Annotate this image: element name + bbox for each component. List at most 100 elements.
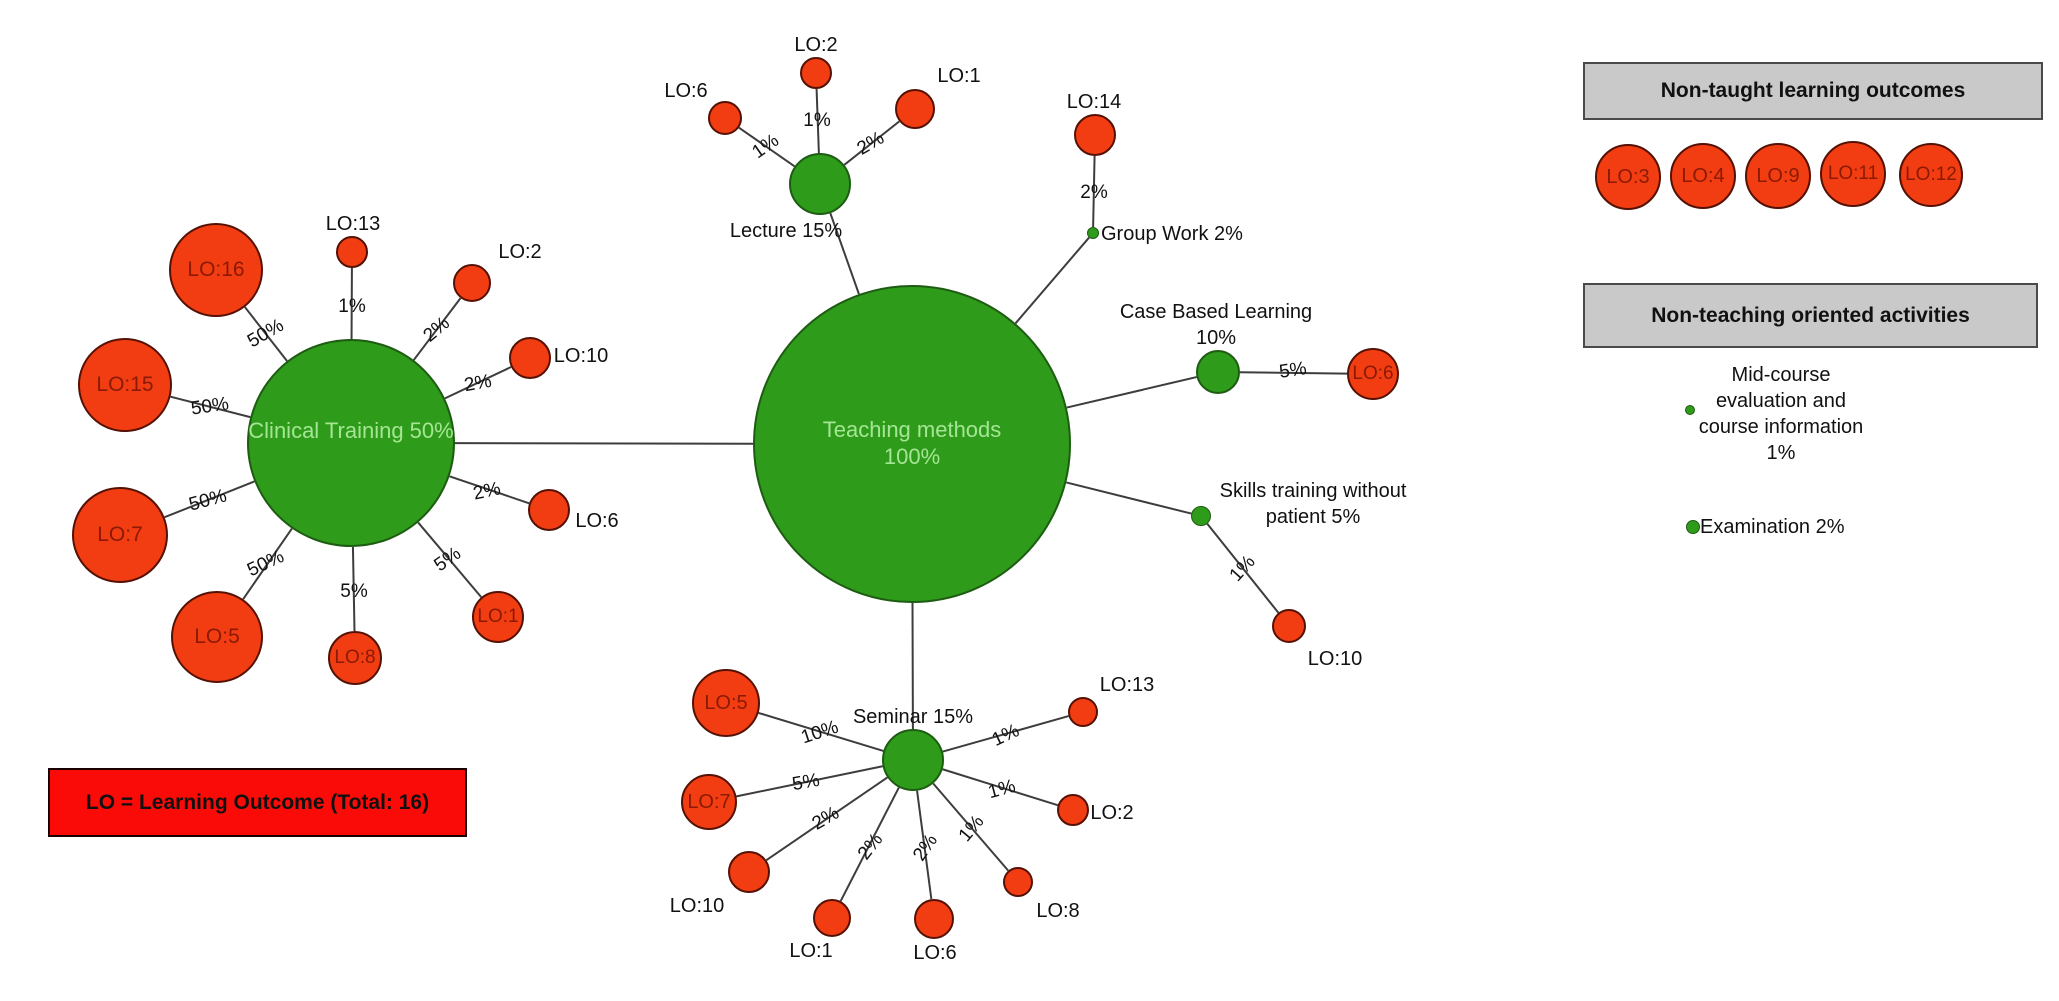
edge-teaching-skills <box>1066 481 1192 515</box>
node-lo1-clinical: LO:1 <box>472 591 524 643</box>
edge-label-groupwork-g14: 2% <box>1080 182 1108 203</box>
node-lo11-legend: LO:11 <box>1820 141 1886 207</box>
node-lo4-legend: LO:4 <box>1670 143 1736 209</box>
edge-teaching-groupwork <box>1014 236 1090 324</box>
legend-non-teaching-title: Non-teaching oriented activities <box>1651 303 1970 327</box>
edge-groupwork-g14 <box>1092 155 1096 228</box>
edge-clinical-c5 <box>242 528 293 600</box>
label-group-work: Group Work 2% <box>1101 223 1243 245</box>
node-lo1-clinical-label: LO:1 <box>477 606 519 628</box>
label-lo6-lecture: LO:6 <box>664 80 708 102</box>
node-lo4-legend-label: LO:4 <box>1681 164 1725 187</box>
label-lo10-clinical: LO:10 <box>553 345 609 367</box>
label-lo1-seminar: LO:1 <box>789 940 833 962</box>
edge-teaching-cbl <box>1066 376 1197 409</box>
node-clinical-training-label: Clinical Training 50% <box>248 417 454 443</box>
legend-non-taught-title: Non-taught learning outcomes <box>1660 79 1966 102</box>
node-examination-dot <box>1686 520 1700 534</box>
node-teaching-methods-label: Teaching methods 100% <box>822 417 1002 469</box>
edge-seminar-m13 <box>942 715 1069 753</box>
label-lo2-lecture: LO:2 <box>794 34 838 56</box>
node-lo6-cbl-label: LO:6 <box>1352 363 1394 385</box>
node-skills-training <box>1191 506 1211 526</box>
node-lo1-seminar <box>813 899 851 937</box>
node-lo8-clinical: LO:8 <box>328 631 382 685</box>
node-lo15-clinical-label: LO:15 <box>96 373 154 397</box>
edge-clinical-c10 <box>444 366 512 400</box>
edge-label-lecture-l2: 1% <box>803 110 831 131</box>
node-lo9-legend: LO:9 <box>1745 143 1811 209</box>
node-lo2-seminar <box>1057 794 1089 826</box>
edge-seminar-m1 <box>839 787 900 902</box>
label-case-based-learning: Case Based Learning 10% <box>1119 301 1313 349</box>
label-lo10-skills: LO:10 <box>1307 648 1363 670</box>
label-lo10-seminar: LO:10 <box>669 895 725 917</box>
edge-lecture-l2 <box>815 88 820 154</box>
node-lo10-skills <box>1272 609 1306 643</box>
node-lo5-seminar: LO:5 <box>692 669 760 737</box>
label-examination: Examination 2% <box>1700 516 1845 538</box>
node-lo10-clinical <box>509 337 551 379</box>
node-lo13-seminar <box>1068 697 1098 727</box>
edge-seminar-m6 <box>916 790 933 900</box>
label-lo6-seminar: LO:6 <box>913 942 957 964</box>
edge-label-clinical-c10: 2% <box>462 370 494 397</box>
label-lecture: Lecture 15% <box>729 220 843 242</box>
edge-seminar-m5 <box>758 711 884 752</box>
node-lo1-lecture <box>895 89 935 129</box>
node-lo8-clinical-label: LO:8 <box>334 647 376 669</box>
label-lo13-clinical: LO:13 <box>325 213 381 235</box>
node-lo12-legend-label: LO:12 <box>1905 164 1957 186</box>
node-lo13-clinical <box>336 236 368 268</box>
edge-clinical-c8 <box>351 546 356 632</box>
edge-lecture-l6 <box>738 126 796 168</box>
edge-clinical-c15 <box>170 395 251 419</box>
edge-clinical-c16 <box>244 306 288 362</box>
node-lo6-lecture <box>708 101 742 135</box>
node-clinical-training: Clinical Training 50% <box>247 339 455 547</box>
edge-seminar-m8 <box>932 782 1009 872</box>
legend-non-taught-box: Non-taught learning outcomes <box>1583 62 2043 120</box>
label-midcourse: Mid-course evaluation and course informati… <box>1698 364 1864 464</box>
node-lo5-clinical-label: LO:5 <box>194 625 240 649</box>
node-lo2-clinical <box>453 264 491 302</box>
node-lo5-seminar-label: LO:5 <box>704 691 748 714</box>
node-lo16-clinical: LO:16 <box>169 223 263 317</box>
edge-seminar-m2 <box>942 768 1059 807</box>
label-skills-training: Skills training without patient 5% <box>1219 480 1407 528</box>
edge-label-clinical-c13: 1% <box>338 296 366 317</box>
edge-cbl-b6 <box>1239 371 1348 375</box>
edge-lecture-l1 <box>843 120 900 166</box>
node-lo7-clinical-label: LO:7 <box>97 523 143 547</box>
edge-clinical-c7 <box>164 480 255 519</box>
node-lo6-cbl: LO:6 <box>1347 348 1399 400</box>
node-midcourse-dot <box>1685 405 1695 415</box>
node-lo5-clinical: LO:5 <box>171 591 263 683</box>
node-lo8-seminar <box>1003 867 1033 897</box>
label-lo8-seminar: LO:8 <box>1036 900 1080 922</box>
label-seminar: Seminar 15% <box>852 706 974 728</box>
edge-clinical-c6 <box>449 475 530 505</box>
node-teaching-methods: Teaching methods 100% <box>753 285 1071 603</box>
node-lo3-legend-label: LO:3 <box>1606 165 1650 188</box>
node-lo16-clinical-label: LO:16 <box>187 258 245 282</box>
edge-teaching-lecture <box>829 212 860 295</box>
node-lo6-seminar <box>914 899 954 939</box>
label-lo13-seminar: LO:13 <box>1099 674 1155 696</box>
label-lo2-clinical: LO:2 <box>498 241 542 263</box>
edge-label-seminar-m7: 5% <box>790 769 822 796</box>
node-lo9-legend-label: LO:9 <box>1756 164 1800 187</box>
label-lo6-clinical: LO:6 <box>575 510 619 532</box>
learning-outcome-key-text: LO = Learning Outcome (Total: 16) <box>85 790 430 814</box>
edge-label-clinical-c8: 5% <box>340 581 368 602</box>
node-lo6-clinical <box>528 489 570 531</box>
edge-label-cbl-b6: 5% <box>1277 358 1308 383</box>
label-lo2-seminar: LO:2 <box>1090 802 1134 824</box>
node-lo10-seminar <box>728 851 770 893</box>
edge-seminar-m10 <box>765 776 888 861</box>
node-seminar <box>882 729 944 791</box>
node-lo12-legend: LO:12 <box>1899 143 1963 207</box>
node-lecture <box>789 153 851 215</box>
node-case-based-learning <box>1196 350 1240 394</box>
